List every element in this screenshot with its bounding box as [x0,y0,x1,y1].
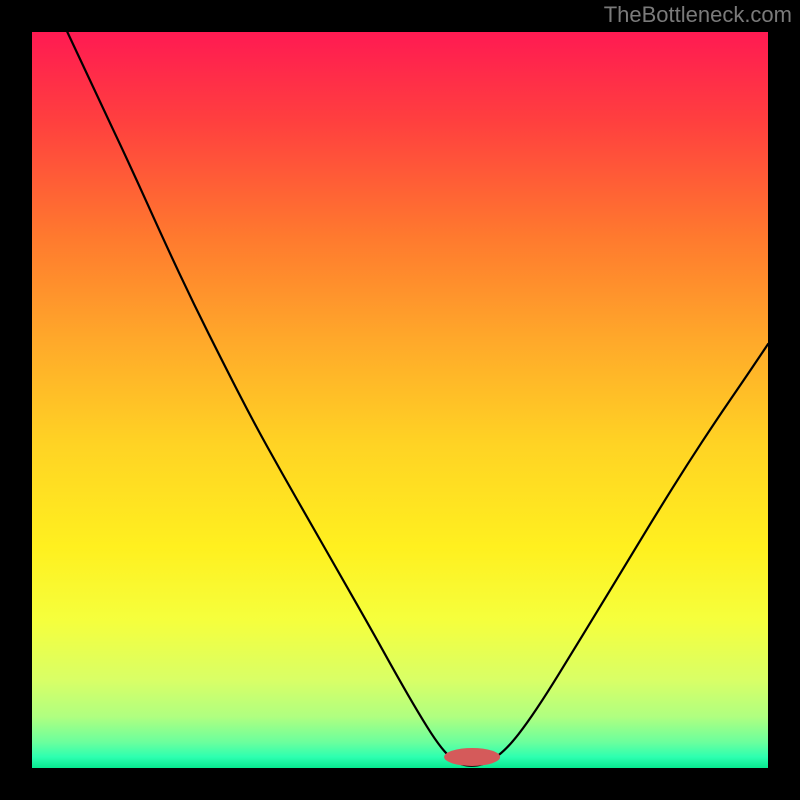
optimal-point-marker [444,748,500,766]
chart-gradient-background [32,32,768,768]
bottleneck-chart [0,0,800,800]
watermark-text: TheBottleneck.com [604,2,792,28]
chart-container: TheBottleneck.com [0,0,800,800]
